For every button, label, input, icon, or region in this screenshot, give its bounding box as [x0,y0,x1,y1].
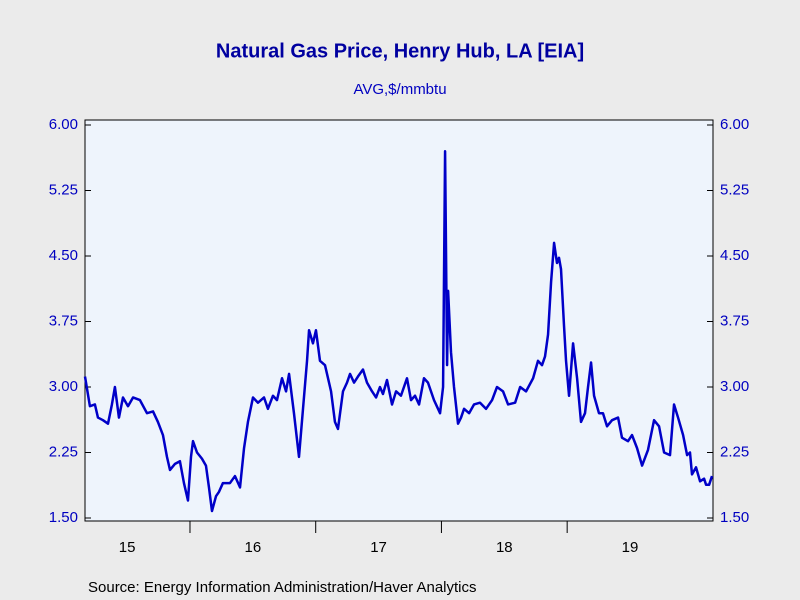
y2-tick-label: 1.50 [720,509,749,526]
source-note: Source: Energy Information Administratio… [88,579,477,596]
chart-title: Natural Gas Price, Henry Hub, LA [EIA] [216,40,584,62]
y-tick-label: 6.00 [49,116,78,133]
y2-tick-label: 6.00 [720,116,749,133]
plot-area [84,119,714,522]
x-tick-label: 18 [496,539,513,556]
price-line [83,149,714,513]
x-tick-label: 16 [245,539,262,556]
y2-tick-label: 3.00 [720,378,749,395]
y2-tick-label: 4.50 [720,247,749,264]
x-tick-label: 15 [119,539,136,556]
y-tick-label: 2.25 [49,443,78,460]
y-tick-label: 3.00 [49,378,78,395]
y-tick-label: 4.50 [49,247,78,264]
y2-tick-label: 3.75 [720,312,749,329]
chart-subtitle: AVG,$/mmbtu [353,81,446,98]
y2-tick-label: 5.25 [720,181,749,198]
y-tick-label: 1.50 [49,509,78,526]
y-tick-label: 5.25 [49,181,78,198]
y-tick-label: 3.75 [49,312,78,329]
x-tick-label: 19 [622,539,639,556]
x-tick-label: 17 [370,539,387,556]
y2-tick-label: 2.25 [720,443,749,460]
